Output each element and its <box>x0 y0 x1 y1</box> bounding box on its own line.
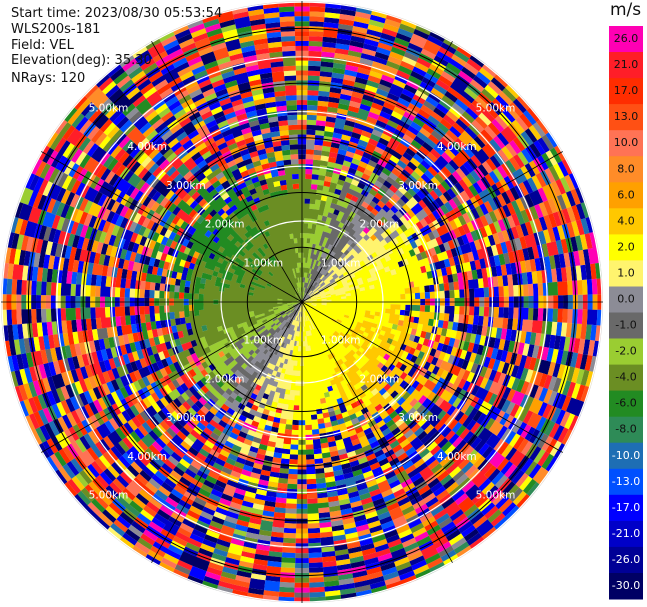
velocity-cells-0 <box>13 19 585 568</box>
ring-label: 2.00km <box>205 373 245 385</box>
velocity-cells-5 <box>7 9 588 600</box>
ring-label: 2.00km <box>205 219 245 231</box>
ring-label: 4.00km <box>437 141 477 153</box>
ring-label: 1.00km <box>243 335 283 347</box>
colorbar-tick-label: 17.0 <box>614 84 639 97</box>
spoke-30 <box>301 41 453 303</box>
ring-label: 4.00km <box>437 451 477 463</box>
colorbar-tick-label: -6.0 <box>615 397 636 410</box>
spoke-210 <box>151 301 303 563</box>
colorbar-tick-label: -4.0 <box>615 371 636 384</box>
colorbar-tick-label: -13.0 <box>612 475 640 488</box>
colorbar-swatch <box>609 52 643 79</box>
colorbar-swatch <box>609 364 643 392</box>
ring-label: 5.00km <box>89 490 129 502</box>
ring-label: 1.00km <box>321 257 361 269</box>
colorbar-tick-label: 0.0 <box>617 293 635 306</box>
colorbar-swatch <box>609 442 643 470</box>
colorbar-swatch <box>609 208 643 235</box>
colorbar-tick-label: -10.0 <box>612 449 640 462</box>
ring-label: 3.00km <box>166 412 206 424</box>
velocity-cells-7 <box>11 2 593 581</box>
ring-label: 2.00km <box>360 373 400 385</box>
ring-label: 4.00km <box>127 141 167 153</box>
field-label: Field: VEL <box>11 38 74 53</box>
velocity-cells-6 <box>2 7 592 591</box>
colorbar-swatch <box>609 390 643 418</box>
colorbar-tick-label: -26.0 <box>612 553 640 566</box>
colorbar-tick-label: 4.0 <box>617 214 635 227</box>
colorbar-swatch <box>609 260 643 287</box>
ring-label: 4.00km <box>127 451 167 463</box>
ring-label: 1.00km <box>243 257 283 269</box>
colorbar-tick-label: -21.0 <box>612 527 640 540</box>
colorbar: 26.0 21.0 17.0 13.0 10.0 8.0 6.0 4.0 2.0 1.0 0.0 -1… <box>609 26 643 600</box>
spoke-300 <box>41 151 303 303</box>
colorbar-tick-label: 8.0 <box>617 162 635 175</box>
colorbar-swatch <box>609 573 643 600</box>
velocity-cells-1 <box>23 23 567 598</box>
nrays-label: NRays: 120 <box>11 71 86 86</box>
colorbar-tick-label: -1.0 <box>615 319 636 332</box>
ring-label: 2.00km <box>360 219 400 231</box>
colorbar-swatch <box>609 234 643 261</box>
colorbar-tick-label: -2.0 <box>615 345 636 358</box>
spoke-240 <box>41 301 303 453</box>
ring-label: 5.00km <box>476 103 516 115</box>
ring-label: 5.00km <box>89 103 129 115</box>
colorbar-swatch <box>609 494 643 522</box>
colorbar-tick-label: -8.0 <box>615 423 636 436</box>
ring-label: 1.00km <box>321 335 361 347</box>
colorbar-units-label: m/s <box>610 0 642 20</box>
start-time-label: Start time: 2023/08/30 05:53:54 <box>11 6 223 21</box>
ring-label: 3.00km <box>166 180 206 192</box>
colorbar-tick-label: 26.0 <box>614 32 639 45</box>
colorbar-swatch <box>609 78 643 105</box>
colorbar-tick-label: 13.0 <box>614 110 639 123</box>
ring-label: 5.00km <box>476 490 516 502</box>
spoke-330 <box>151 41 303 303</box>
colorbar-tick-label: 2.0 <box>617 240 635 253</box>
colorbar-swatch <box>609 26 643 53</box>
colorbar-tick-label: -30.0 <box>612 579 640 592</box>
spoke-60 <box>301 151 563 303</box>
colorbar-swatch <box>609 520 643 548</box>
velocity-rays <box>1 1 603 603</box>
elevation-label: Elevation(deg): 35.30 <box>11 53 152 68</box>
colorbar-swatch <box>609 182 643 209</box>
colorbar-tick-label: 1.0 <box>617 266 635 279</box>
colorbar-swatch <box>609 468 643 496</box>
spoke-120 <box>301 301 563 453</box>
velocity-cells-9 <box>4 1 603 598</box>
ring-label: 3.00km <box>398 180 438 192</box>
colorbar-tick-label: -17.0 <box>612 501 640 514</box>
colorbar-swatch <box>609 104 643 131</box>
spoke-150 <box>301 301 453 563</box>
colorbar-tick-label: 10.0 <box>614 136 639 149</box>
velocity-cells-14 <box>11 9 598 578</box>
colorbar-swatch <box>609 130 643 157</box>
colorbar-swatch <box>609 338 643 365</box>
azimuth-spokes <box>1 1 603 603</box>
instrument-label: WLS200s-181 <box>11 22 101 37</box>
colorbar-swatch <box>609 156 643 183</box>
colorbar-tick-label: 6.0 <box>617 188 635 201</box>
colorbar-tick-label: 21.0 <box>614 58 639 71</box>
ring-label: 3.00km <box>398 412 438 424</box>
colorbar-swatch <box>609 416 643 444</box>
colorbar-swatch <box>609 312 643 339</box>
colorbar-swatch <box>609 286 643 313</box>
range-ring-labels: 1.00km 1.00km 1.00km 1.00km 2.00km 2.00km 2.00… <box>89 103 516 502</box>
colorbar-swatch <box>609 546 643 574</box>
